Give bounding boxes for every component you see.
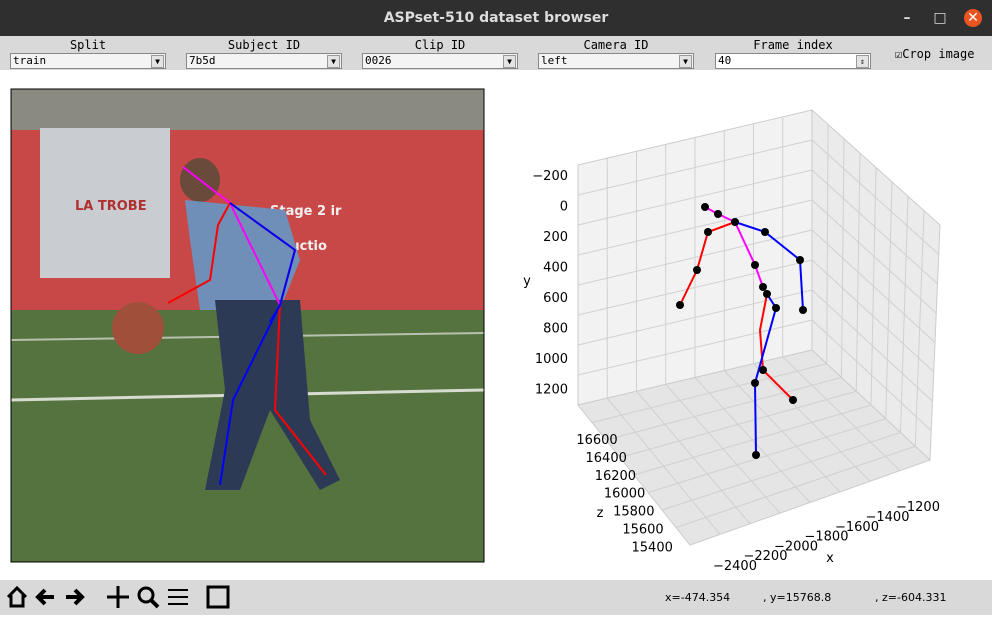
y-tick-label: 0 (560, 200, 568, 215)
grid-line (811, 289, 933, 402)
control-label: Camera ID (583, 38, 649, 52)
3d-plot: −200020040060080010001200166001640016200… (523, 108, 941, 574)
dropdown-arrow: ▼ (151, 55, 164, 68)
control-value: 7b5d (189, 54, 216, 67)
x-tick-label: −2200 (744, 549, 788, 564)
grid-line (885, 181, 893, 419)
z-tick-label: 16200 (595, 469, 636, 484)
crop-label: Crop image (902, 47, 975, 61)
grid-line (782, 356, 901, 471)
z-tick-label: 16400 (586, 451, 627, 466)
control: Frame index 40 ⇕ (715, 38, 871, 69)
y-tick-label: 600 (543, 291, 568, 306)
z-axis-label: z (597, 506, 604, 521)
figure: Stage 2 ir structio LA TROBE (10, 88, 941, 574)
z-tick-label: 16000 (604, 487, 645, 502)
control-label: Subject ID (227, 38, 301, 52)
dropdown[interactable]: 7b5d ▼ (186, 53, 342, 69)
title-bar: ASPset-510 dataset browser – □ ✕ (0, 0, 992, 36)
grid-line (694, 377, 811, 503)
x-axis-label: x (826, 551, 834, 566)
control-value: 0026 (365, 54, 392, 67)
close-button[interactable]: ✕ (964, 9, 982, 27)
z-tick-label: 16600 (576, 433, 617, 448)
crop-checkbox[interactable]: ☑Crop image (895, 47, 974, 61)
y-tick-label: 800 (543, 322, 568, 337)
dropdown[interactable]: left ▼ (538, 53, 694, 69)
grid-line (577, 259, 813, 316)
status-z: , z=-604.331 (875, 591, 947, 604)
x-tick-label: −1800 (805, 530, 849, 545)
y-tick-label: −200 (532, 169, 568, 184)
x-tick-label: −2400 (713, 559, 757, 574)
window-title: ASPset-510 dataset browser (383, 10, 609, 26)
dropdown-arrow: ▼ (679, 55, 692, 68)
back-button[interactable] (35, 588, 54, 606)
y-axis-label: y (523, 274, 531, 289)
control-value: left (541, 54, 568, 67)
tool-icons (6, 585, 230, 609)
dropdown[interactable]: 0026 ▼ (362, 53, 518, 69)
svg-text:LA TROBE: LA TROBE (75, 199, 147, 214)
check-mark: ☑ (895, 47, 903, 61)
minimize-button[interactable]: – (903, 10, 911, 26)
zoom-button[interactable] (137, 586, 160, 609)
x-tick-label: −2000 (774, 539, 818, 554)
control-label: Split (69, 38, 107, 52)
z-tick-label: 15800 (613, 505, 654, 520)
grid-line (753, 363, 871, 482)
x-tick-label: −1600 (835, 520, 879, 535)
configure-button[interactable] (168, 589, 188, 605)
home-button[interactable] (6, 585, 28, 608)
grid-line (900, 196, 909, 433)
svg-text:Stage 2 ir: Stage 2 ir (270, 204, 342, 219)
dropdown-arrow: ▼ (503, 55, 516, 68)
x-tick-label: −1200 (896, 500, 940, 515)
control-value: 40 (718, 54, 732, 67)
save-button[interactable] (206, 585, 230, 609)
z-tick-label: 15600 (622, 523, 663, 538)
control-label: Clip ID (414, 38, 466, 52)
control: Clip ID 0026 ▼ (362, 38, 518, 69)
pan-button[interactable] (107, 586, 129, 608)
y-tick-label: 400 (543, 261, 568, 276)
spin-arrows: ⇕ (856, 55, 869, 68)
maximize-button[interactable]: □ (933, 10, 947, 26)
y-tick-label: 1200 (535, 383, 568, 398)
grid-line (723, 370, 841, 493)
control: Camera ID left ▼ (538, 38, 694, 69)
grid-line (675, 445, 916, 528)
dropdown[interactable]: train ▼ (10, 53, 166, 69)
grid-line (914, 210, 925, 447)
grid-line (870, 167, 877, 406)
image-panel: Stage 2 ir structio LA TROBE (10, 88, 485, 563)
x-tick-label: −1400 (866, 510, 910, 525)
grid-line (661, 432, 901, 511)
grid-line (577, 319, 813, 376)
status-y: , y=15768.8 (763, 591, 832, 604)
grid-line (811, 319, 932, 431)
toolbar: x=-474.354 , y=15768.8 , z=-604.331 (0, 580, 992, 615)
forward-button[interactable] (66, 588, 85, 606)
z-tick-label: 15400 (632, 540, 673, 555)
control-label: Frame index (753, 38, 833, 52)
dropdown-arrow: ▼ (327, 55, 340, 68)
control: Subject ID 7b5d ▼ (186, 38, 342, 69)
status-x: x=-474.354 (665, 591, 731, 604)
spinbox[interactable]: 40 ⇕ (715, 53, 871, 69)
grid-line (577, 289, 813, 346)
control: Split train ▼ (10, 38, 166, 69)
grid-line (647, 418, 886, 493)
y-tick-label: 1000 (535, 352, 568, 367)
grid-line (811, 259, 935, 373)
y-tick-label: 200 (543, 230, 568, 245)
control-value: train (13, 54, 47, 67)
controls-bar: ☑Crop image Split train ▼ Subject ID 7b5d ▼ Cl… (0, 36, 992, 70)
